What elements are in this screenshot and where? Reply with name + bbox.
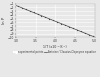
Point <box>92 36 93 37</box>
Point <box>76 29 78 31</box>
Point <box>33 12 34 13</box>
Legend: experimental points, Antoine / Clausius-Clapeyron equation: experimental points, Antoine / Clausius-… <box>13 49 97 55</box>
Point <box>80 31 82 32</box>
Point <box>84 33 86 34</box>
X-axis label: 1/T (x10⁻³ K⁻¹): 1/T (x10⁻³ K⁻¹) <box>43 45 67 49</box>
Point <box>41 15 42 16</box>
Point <box>45 17 46 18</box>
Point <box>72 28 74 29</box>
Point <box>56 21 58 23</box>
Point <box>25 9 27 10</box>
Y-axis label: ln P: ln P <box>2 17 6 24</box>
Point <box>21 7 23 9</box>
Point <box>88 34 90 35</box>
Point <box>68 26 70 27</box>
Point <box>64 24 66 26</box>
Point <box>29 10 30 12</box>
Point <box>17 5 19 7</box>
Point <box>52 20 54 21</box>
Point <box>49 18 50 19</box>
Point <box>60 23 62 24</box>
Point <box>37 14 38 15</box>
